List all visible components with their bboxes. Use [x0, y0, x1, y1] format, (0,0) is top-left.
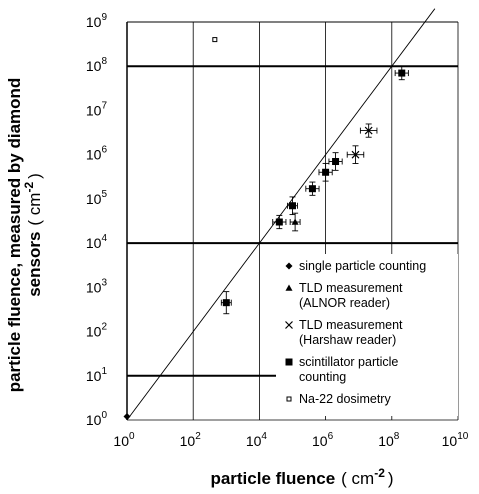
plot-frame [126, 21, 458, 420]
legend-background [276, 254, 458, 416]
x-marker-stroke [285, 321, 293, 329]
x-tick-label: 106 [312, 431, 334, 449]
y-axis-title-line1: particle fluence, measured by diamond [5, 78, 24, 393]
legend-marker-x [285, 321, 293, 329]
y-axis-title-line2: sensors( cm-2) [22, 173, 44, 297]
legend-label: counting [299, 370, 346, 384]
point-marker-square [332, 158, 340, 166]
data-point [123, 412, 131, 420]
legend-label: (Harshaw reader) [299, 333, 396, 347]
point-marker-open-square [212, 37, 218, 43]
legend-item: TLD measurement(Harshaw reader) [285, 318, 403, 347]
x-tick-label: 102 [180, 431, 202, 449]
data-point [287, 196, 298, 216]
x-axis-title: particle fluence( cm-2) [210, 466, 393, 488]
y-tick-label: 107 [86, 100, 108, 118]
fit-line [126, 8, 436, 421]
x-tick-label: 108 [378, 431, 400, 449]
y-tick-label: 102 [86, 322, 108, 340]
point-marker-triangle [291, 218, 299, 225]
legend-label: scintillator particle [299, 355, 398, 369]
data-point [346, 145, 365, 164]
legend-marker-triangle [285, 284, 293, 291]
point-marker-square [308, 185, 316, 193]
legend-item: TLD measurement(ALNOR reader) [285, 281, 403, 310]
data-point [394, 65, 409, 81]
y-axis-tick-labels: 100 101 102 103 104 105 106 107 108 109 [86, 12, 108, 428]
legend-marker-square [285, 358, 293, 366]
fit-line-group [126, 8, 436, 421]
y-tick-label: 103 [86, 277, 108, 295]
legend-label: (ALNOR reader) [299, 296, 390, 310]
legend-marker-diamond [285, 262, 293, 270]
x-tick-label: 1010 [442, 431, 469, 449]
point-marker-square [398, 69, 406, 77]
point-marker-square [289, 202, 296, 210]
data-point [305, 181, 320, 196]
data-point [212, 37, 218, 43]
point-marker-diamond [123, 412, 131, 420]
legend-marker-open-square [286, 396, 292, 402]
legend-item: Na-22 dosimetry [286, 392, 391, 406]
legend-item: single particle counting [285, 259, 426, 273]
data-point [328, 152, 343, 171]
x-marker-stroke [351, 150, 360, 159]
x-axis-tick-labels: 100 102 104 106 108 1010 [113, 431, 468, 449]
data-point [272, 214, 287, 230]
legend-label: TLD measurement [299, 318, 403, 332]
legend-label: TLD measurement [299, 281, 403, 295]
y-tick-label: 104 [86, 233, 108, 251]
point-marker-square [322, 168, 330, 176]
y-tick-label: 109 [86, 12, 108, 30]
y-tick-label: 108 [86, 56, 108, 74]
data-point [220, 291, 232, 315]
x-tick-label: 104 [246, 431, 268, 449]
y-tick-label: 100 [86, 410, 108, 428]
point-marker-x [351, 150, 360, 159]
y-tick-label: 105 [86, 189, 108, 207]
data-points [123, 37, 409, 420]
x-marker-stroke [364, 126, 373, 135]
y-tick-label: 106 [86, 145, 108, 163]
legend-label: single particle counting [299, 259, 426, 273]
point-marker-x [364, 126, 373, 135]
data-point [289, 212, 301, 232]
x-tick-label: 100 [113, 431, 135, 449]
y-tick-label: 101 [86, 366, 108, 384]
point-marker-square [275, 218, 283, 226]
data-point [359, 123, 378, 138]
point-marker-square [222, 299, 230, 307]
data-point [318, 162, 333, 182]
legend-label: Na-22 dosimetry [299, 392, 391, 406]
